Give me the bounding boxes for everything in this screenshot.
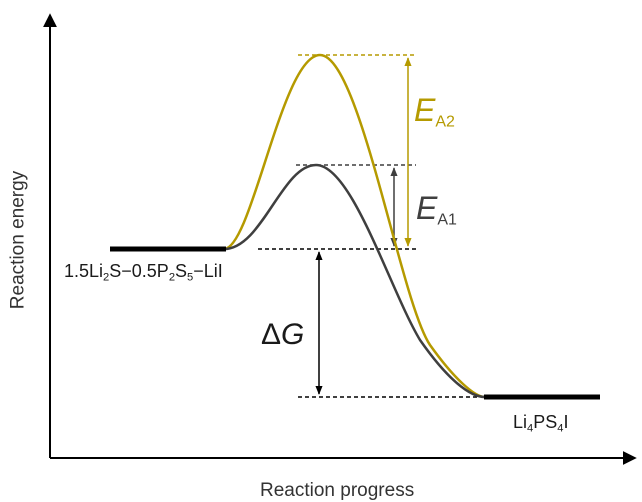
- ea1-label: EA1: [416, 190, 457, 229]
- ea2-label: EA2: [414, 92, 455, 131]
- x-axis-label: Reaction progress: [260, 480, 415, 501]
- product-label: Li4PS4I: [513, 412, 569, 435]
- delta-g-label: ΔG: [261, 318, 305, 351]
- y-axis-label: Reaction energy: [7, 170, 29, 310]
- uncatalyzed-path: [223, 53, 486, 399]
- catalyzed-path: [223, 163, 486, 399]
- reactant-label: 1.5Li2S−0.5P2S5−LiI: [64, 261, 223, 284]
